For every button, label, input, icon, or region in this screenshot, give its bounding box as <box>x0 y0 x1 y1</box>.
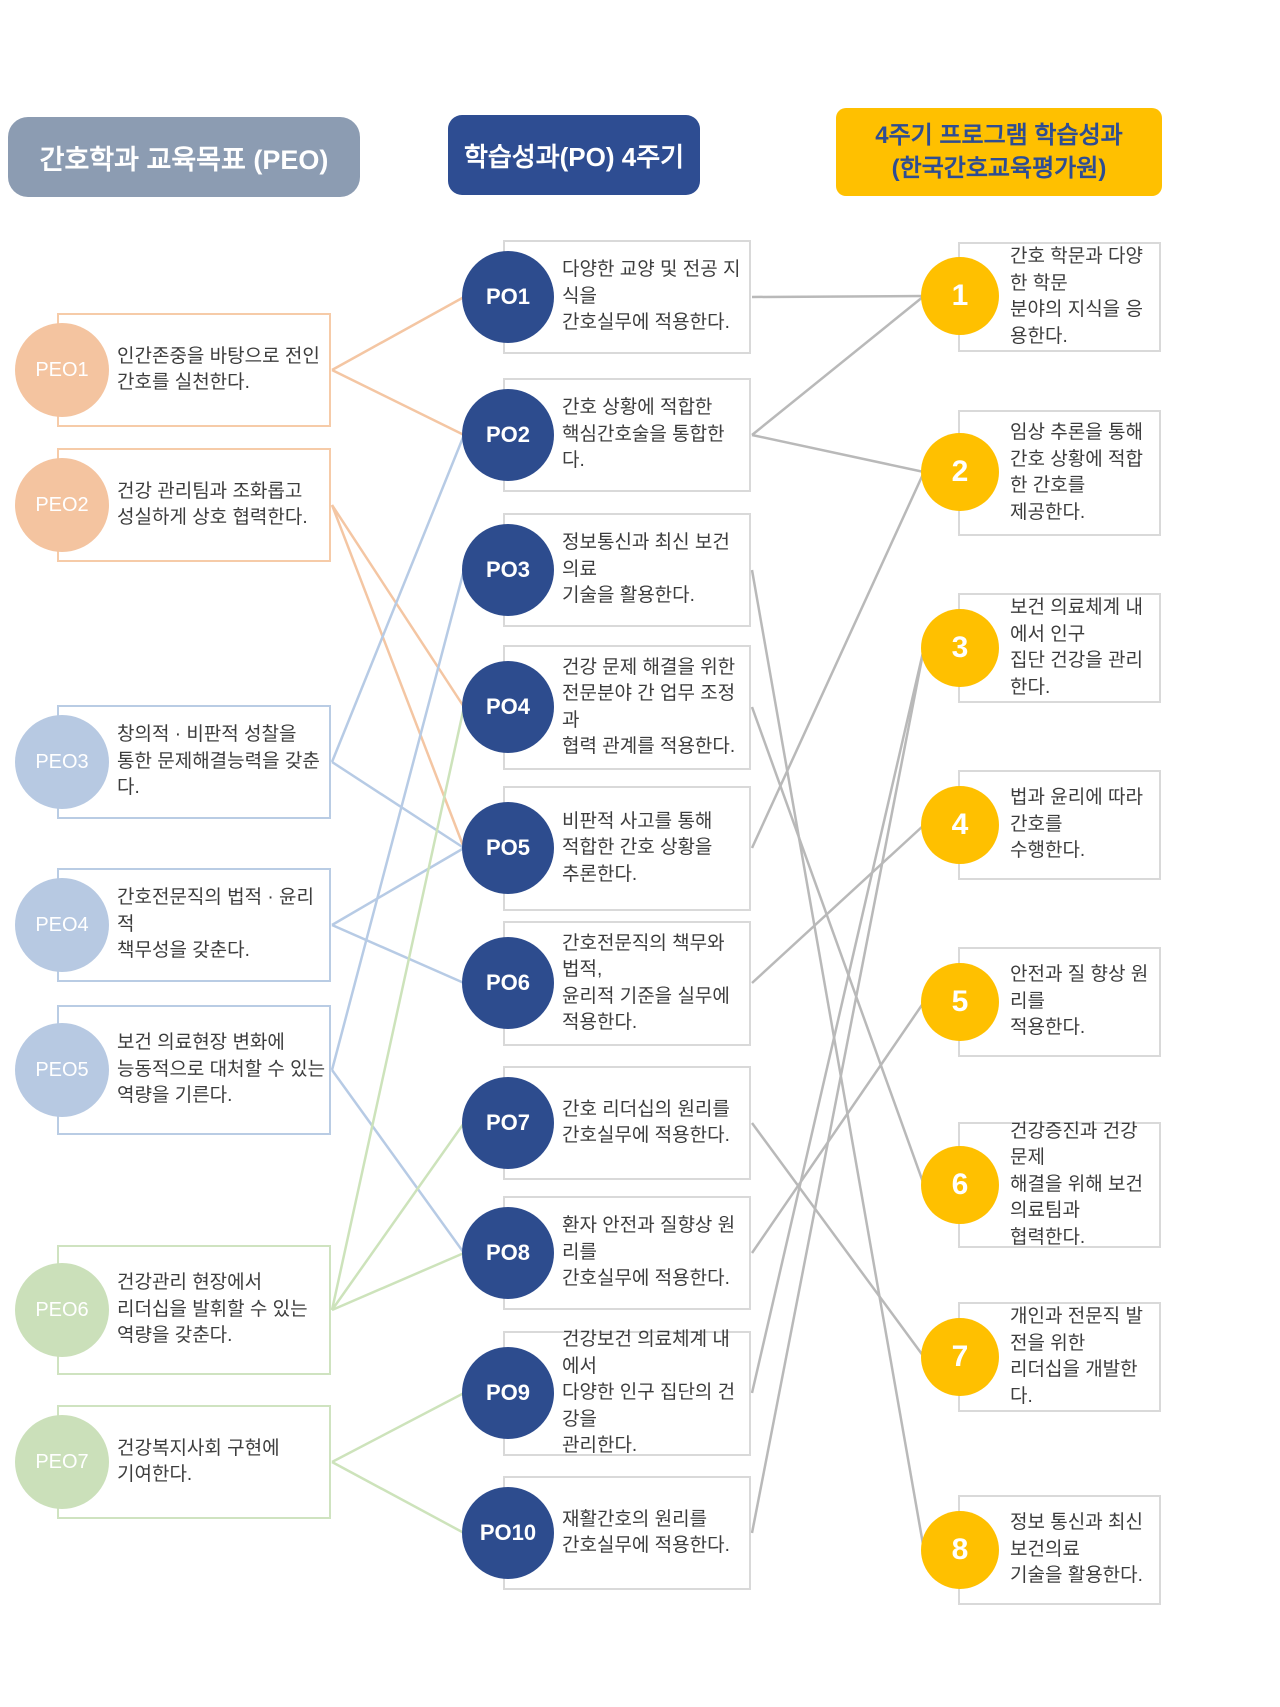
peo2-text: 건강 관리팀과 조화롭고 성실하게 상호 협력한다. <box>117 480 308 529</box>
po7-circle: PO7 <box>462 1077 554 1169</box>
po4-circle: PO4 <box>462 661 554 753</box>
peo7-text: 건강복지사회 구현에 기여한다. <box>117 1437 280 1486</box>
peo2-circle: PEO2 <box>15 458 109 552</box>
connector-line <box>330 434 466 763</box>
po1-circle: PO1 <box>462 251 554 343</box>
outcome8-circle: 8 <box>921 1511 999 1589</box>
po1-text: 다양한 교양 및 전공 지식을 간호실무에 적용한다. <box>562 259 741 334</box>
peo3-circle: PEO3 <box>15 715 109 809</box>
connector-line <box>331 1391 465 1464</box>
connector-line <box>331 1460 465 1535</box>
connector-line <box>331 368 465 437</box>
outcome4-text: 법과 윤리에 따라 간호를 수행한다. <box>1010 787 1143 862</box>
po3-text: 정보통신과 최신 보건의료 기술을 활용한다. <box>562 532 730 607</box>
peo5-text: 보건 의료현장 변화에 능동적으로 대처할 수 있는 역량을 기른다. <box>117 1032 326 1107</box>
connector-line <box>331 1251 465 1312</box>
connector-line <box>750 647 926 1534</box>
connector-line <box>750 1001 926 1254</box>
outcome2-circle: 2 <box>921 433 999 511</box>
connector-line <box>751 294 925 299</box>
po8-text: 환자 안전과 질향상 원리를 간호실무에 적용한다. <box>562 1215 736 1290</box>
po4-text: 건강 문제 해결을 위한 전문분야 간 업무 조정과 협력 관계를 적용한다. <box>562 656 736 758</box>
po6-circle: PO6 <box>462 937 554 1029</box>
po10-circle: PO10 <box>462 1487 554 1579</box>
connector-line <box>330 569 466 1071</box>
outcome3-circle: 3 <box>921 609 999 687</box>
peo5-box: 보건 의료현장 변화에 능동적으로 대처할 수 있는 역량을 기른다. <box>57 1005 331 1135</box>
connector-line <box>750 1122 926 1358</box>
outcome-column-header: 4주기 프로그램 학습성과 (한국간호교육평가원) <box>836 108 1162 196</box>
peo1-text: 인간존중을 바탕으로 전인 간호를 실천한다. <box>117 345 320 394</box>
peo5-circle: PEO5 <box>15 1023 109 1117</box>
connector-line <box>330 1122 466 1311</box>
outcome8-box: 정보 통신과 최신 보건의료 기술을 활용한다. <box>958 1495 1161 1605</box>
po5-text: 비판적 사고를 통해 적합한 간호 상황을 추론한다. <box>562 810 713 885</box>
po1-box: 다양한 교양 및 전공 지식을 간호실무에 적용한다. <box>503 240 751 354</box>
connector-line <box>330 706 466 1311</box>
po-column-header: 학습성과(PO) 4주기 <box>448 115 700 195</box>
peo1-circle: PEO1 <box>15 323 109 417</box>
outcome6-text: 건강증진과 건강 문제 해결을 위해 보건 의료팀과 협력한다. <box>1010 1120 1143 1248</box>
connector-line <box>331 295 465 372</box>
po7-text: 간호 리더십의 원리를 간호실무에 적용한다. <box>562 1098 730 1147</box>
outcome7-circle: 7 <box>921 1318 999 1396</box>
po10-text: 재활간호의 원리를 간호실무에 적용한다. <box>562 1508 730 1557</box>
peo3-text: 창의적 · 비판적 성찰을 통한 문제해결능력을 갖춘다. <box>117 724 320 799</box>
peo7-circle: PEO7 <box>15 1415 109 1509</box>
connector-line <box>750 471 926 849</box>
po9-circle: PO9 <box>462 1347 554 1439</box>
outcome7-box: 개인과 전문직 발전을 위한 리더십을 개발한다. <box>958 1302 1161 1412</box>
po6-box: 간호전문직의 책무와 법적, 윤리적 기준을 실무에 적용한다. <box>503 921 751 1046</box>
po5-circle: PO5 <box>462 802 554 894</box>
po6-text: 간호전문직의 책무와 법적, 윤리적 기준을 실무에 적용한다. <box>562 932 730 1034</box>
connector-line <box>330 1069 466 1254</box>
po2-circle: PO2 <box>462 389 554 481</box>
outcome4-box: 법과 윤리에 따라 간호를 수행한다. <box>958 770 1161 880</box>
connector-line <box>751 824 925 984</box>
connector-line <box>751 433 925 474</box>
po3-circle: PO3 <box>462 524 554 616</box>
outcome8-text: 정보 통신과 최신 보건의료 기술을 활용한다. <box>1010 1512 1143 1587</box>
outcome4-circle: 4 <box>921 786 999 864</box>
po8-circle: PO8 <box>462 1207 554 1299</box>
connector-line <box>750 647 926 1394</box>
po9-text: 건강보건 의료체계 내에서 다양한 인구 집단의 건강을 관리한다. <box>562 1329 736 1457</box>
connector-line <box>331 760 465 850</box>
peo4-text: 간호전문직의 법적 · 윤리적 책무성을 갖춘다. <box>117 887 314 962</box>
outcome3-text: 보건 의료체계 내에서 인구 집단 건강을 관리한다. <box>1010 597 1143 698</box>
peo-column-header: 간호학과 교육목표 (PEO) <box>8 117 360 197</box>
peo4-circle: PEO4 <box>15 878 109 972</box>
outcome7-text: 개인과 전문직 발전을 위한 리더십을 개발한다. <box>1010 1306 1143 1407</box>
connector-line <box>330 504 466 708</box>
po2-text: 간호 상황에 적합한 핵심간호술을 통합한다. <box>562 397 725 472</box>
peo6-circle: PEO6 <box>15 1263 109 1357</box>
outcome1-circle: 1 <box>921 257 999 335</box>
connector-line <box>331 846 465 927</box>
connector-line <box>751 295 925 436</box>
outcome6-circle: 6 <box>921 1146 999 1224</box>
connector-line <box>331 923 465 985</box>
peo6-text: 건강관리 현장에서 리더십을 발휘할 수 있는 역량을 갖춘다. <box>117 1272 308 1347</box>
outcome2-text: 임상 추론을 통해 간호 상황에 적합한 간호를 제공한다. <box>1010 422 1143 523</box>
connector-line <box>750 569 926 1551</box>
outcome5-circle: 5 <box>921 963 999 1041</box>
outcome1-text: 간호 학문과 다양한 학문 분야의 지식을 응용한다. <box>1010 246 1143 347</box>
connector-line <box>330 504 466 849</box>
outcome1-box: 간호 학문과 다양한 학문 분야의 지식을 응용한다. <box>958 242 1161 352</box>
outcome5-text: 안전과 질 향상 원리를 적용한다. <box>1010 964 1149 1039</box>
